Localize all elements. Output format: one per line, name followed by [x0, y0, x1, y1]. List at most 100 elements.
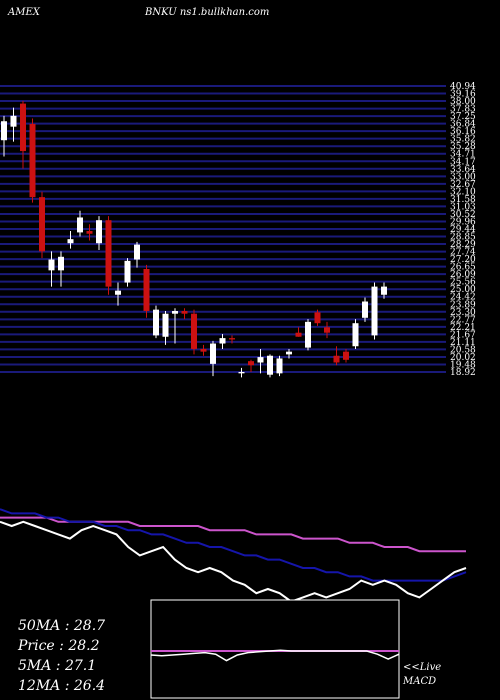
y-tick-label: 33.64 — [450, 165, 476, 175]
candle — [10, 107, 17, 142]
candle — [191, 309, 197, 355]
candle-body — [143, 268, 150, 312]
candle-body — [286, 351, 292, 355]
candle — [210, 340, 216, 377]
candle-body — [305, 321, 311, 348]
y-tick-label: 25.00 — [450, 285, 476, 295]
y-tick-label: 35.28 — [450, 142, 476, 152]
candle — [314, 309, 321, 326]
candle-body — [86, 231, 93, 234]
y-tick-label: 32.10 — [450, 187, 476, 197]
candle-body — [371, 286, 378, 336]
y-tick-label: 29.96 — [450, 217, 476, 227]
candle — [58, 251, 64, 287]
y-tick-label: 23.30 — [450, 308, 476, 318]
candle — [305, 319, 311, 351]
macd-panel — [150, 649, 400, 662]
candle — [286, 348, 292, 359]
price-readout: Price : 28.2 — [17, 638, 100, 654]
candle — [267, 354, 273, 378]
candle-body — [295, 332, 302, 337]
candle-body — [1, 121, 7, 141]
candle-body — [181, 311, 188, 314]
candle — [143, 264, 150, 318]
y-tick-label: 22.21 — [450, 323, 476, 333]
exchange-label: AMEX — [7, 7, 41, 18]
y-tick-label: 37.25 — [450, 112, 476, 122]
candle-body — [343, 351, 349, 360]
y-tick-label: 27.20 — [450, 255, 476, 265]
candle-body — [200, 348, 207, 352]
candle — [172, 308, 178, 344]
candle — [257, 348, 264, 374]
candle-body — [58, 256, 64, 271]
candle — [381, 282, 387, 299]
candle-body — [115, 290, 121, 295]
y-tick-label: 28.85 — [450, 233, 476, 243]
candle-body — [276, 358, 283, 374]
candle — [162, 311, 169, 345]
candle — [333, 346, 340, 366]
candle — [20, 100, 26, 169]
y-tick-label: 25.56 — [450, 278, 476, 288]
candle — [153, 305, 159, 339]
candle-body — [314, 312, 321, 324]
candle-body — [134, 244, 140, 260]
y-tick-label: 20.58 — [450, 345, 476, 355]
y-tick-label: 33.00 — [450, 172, 476, 182]
candle — [124, 258, 131, 287]
candle-body — [248, 361, 254, 366]
candle — [29, 118, 36, 203]
y-tick-label: 24.42 — [450, 293, 476, 303]
candle — [48, 251, 55, 287]
y-tick-label: 22.77 — [450, 315, 476, 325]
candle-body — [67, 239, 74, 244]
y-tick-label: 37.83 — [450, 105, 476, 115]
macd-line — [150, 649, 400, 662]
macd-panel-frame — [150, 599, 400, 699]
y-tick-label: 23.89 — [450, 300, 476, 310]
candle-body — [20, 103, 26, 152]
candle-body — [10, 115, 17, 127]
y-tick-label: 34.71 — [450, 150, 476, 160]
candle-body — [153, 309, 159, 336]
candle — [295, 327, 302, 337]
y-tick-label: 38.00 — [450, 97, 476, 107]
y-tick-label: 28.29 — [450, 240, 476, 250]
candle-body — [362, 301, 368, 318]
candle-body — [162, 313, 169, 337]
candle-body — [333, 355, 340, 363]
price-gridlines — [0, 85, 446, 373]
candle-body — [191, 313, 197, 349]
candle — [86, 224, 93, 241]
live-label: <<Live — [403, 662, 441, 673]
candle-body — [77, 217, 83, 233]
candle-body — [229, 338, 235, 340]
candle — [105, 216, 112, 295]
ma50-readout: 50MA : 28.7 — [18, 618, 105, 634]
y-tick-label: 21.67 — [450, 330, 476, 340]
candle — [371, 282, 378, 340]
moving-average-panel — [0, 508, 467, 603]
macd-label: MACD — [402, 676, 436, 687]
candle-body — [210, 343, 216, 364]
candle-body — [124, 260, 131, 283]
candle — [362, 297, 368, 322]
candle-body — [96, 220, 102, 244]
y-tick-label: 31.58 — [450, 195, 476, 205]
y-tick-label: 20.02 — [450, 353, 476, 363]
candle — [1, 115, 7, 157]
y-tick-label: 27.74 — [450, 248, 476, 258]
ma-mid-line — [0, 508, 467, 582]
candle — [238, 367, 245, 378]
candle — [181, 308, 188, 320]
y-tick-label: 39.16 — [450, 90, 476, 100]
candle — [219, 334, 226, 349]
stats-block: 50MA : 28.7 Price : 28.2 5MA : 27.1 12MA… — [17, 618, 105, 694]
y-tick-label: 31.03 — [450, 202, 476, 212]
candle — [67, 231, 74, 249]
candle — [324, 321, 330, 339]
y-tick-label: 36.16 — [450, 127, 476, 137]
y-tick-label: 19.48 — [450, 360, 476, 370]
